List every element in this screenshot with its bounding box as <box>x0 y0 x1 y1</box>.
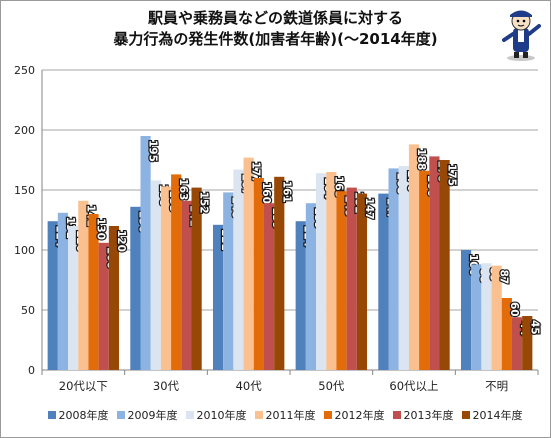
bar <box>305 203 317 370</box>
bar <box>481 263 492 370</box>
y-tick-label: 50 <box>21 304 35 317</box>
bar <box>47 221 58 370</box>
bar <box>108 226 120 370</box>
bar <box>57 212 69 370</box>
bar <box>223 192 234 370</box>
bar <box>160 186 172 370</box>
legend-swatch <box>323 411 332 419</box>
bar <box>68 226 79 370</box>
data-label: 130 <box>95 218 107 240</box>
bar <box>419 170 430 370</box>
bar <box>408 144 420 370</box>
bar <box>471 264 482 370</box>
chart-legend: 2008年度 2009年度 2010年度 2011年度 2012年度 2013年度 2014… <box>30 405 540 425</box>
legend-entry: 2008年度 <box>47 407 109 423</box>
bar <box>181 200 192 370</box>
bar <box>522 316 533 370</box>
y-tick-label: 0 <box>28 364 35 377</box>
x-tick-label: 30代 <box>153 379 180 393</box>
bar <box>150 180 161 370</box>
bar <box>274 176 285 370</box>
bar <box>326 172 337 370</box>
data-label: 60 <box>508 302 520 317</box>
data-label: 195 <box>147 140 159 162</box>
legend-entry: 2010年度 <box>185 407 247 423</box>
data-label: 188 <box>415 148 427 170</box>
legend-swatch <box>461 411 470 419</box>
x-tick-label: 50代 <box>318 379 345 393</box>
data-label: 120 <box>115 230 127 252</box>
chart-title-line1: 駅員や乗務員などの鉄道係員に対する <box>147 9 403 27</box>
legend-label: 2014年度 <box>472 409 523 422</box>
bar <box>191 187 202 370</box>
y-tick-label: 100 <box>14 244 35 257</box>
bar <box>356 193 368 370</box>
data-label: 175 <box>446 164 458 186</box>
legend-entry: 2009年度 <box>116 407 178 423</box>
bar <box>140 136 151 370</box>
bar <box>429 156 440 370</box>
legend-label: 2009年度 <box>127 409 178 422</box>
y-tick-label: 250 <box>14 64 35 77</box>
bar <box>233 169 244 370</box>
legend-swatch <box>116 411 125 419</box>
data-label: 45 <box>528 320 540 335</box>
y-tick-label: 150 <box>14 184 35 197</box>
bar <box>501 298 512 370</box>
bar <box>460 250 472 370</box>
legend-label: 2013年度 <box>403 409 454 422</box>
bar <box>78 200 89 370</box>
bar <box>98 242 109 370</box>
x-tick-label: 20代以下 <box>59 379 108 393</box>
bar <box>212 224 224 370</box>
chart-title-line2: 暴力行為の発生件数(加害者年齢)(〜2014年度) <box>113 30 438 48</box>
legend-swatch <box>392 411 401 419</box>
data-label: 147 <box>363 198 375 220</box>
legend-entry: 2014年度 <box>461 407 523 423</box>
data-label: 87 <box>498 270 510 285</box>
bar <box>378 193 389 370</box>
legend-label: 2011年度 <box>265 409 316 422</box>
bar <box>491 265 502 370</box>
bar <box>346 187 357 370</box>
y-tick-label: 200 <box>14 124 35 137</box>
data-label: 161 <box>280 181 292 203</box>
legend-swatch <box>254 411 263 419</box>
legend-swatch <box>47 411 56 419</box>
bar <box>388 168 399 370</box>
bar <box>439 160 450 370</box>
bar <box>130 206 141 370</box>
legend-swatch <box>185 411 194 419</box>
legend-label: 2008年度 <box>58 409 109 422</box>
bar <box>253 178 264 370</box>
x-tick-label: 40代 <box>236 379 263 393</box>
bar <box>88 214 99 370</box>
x-tick-label: 60代以上 <box>389 379 438 393</box>
bar <box>316 173 327 370</box>
data-label: 152 <box>198 192 210 214</box>
data-label: 160 <box>260 182 272 204</box>
bar <box>398 166 409 370</box>
legend-entry: 2013年度 <box>392 407 454 423</box>
bar <box>263 203 275 370</box>
bar <box>295 221 306 370</box>
chart-title: 駅員や乗務員などの鉄道係員に対する 暴力行為の発生件数(加害者年齢)(〜2014… <box>0 8 551 50</box>
bar <box>171 174 182 370</box>
legend-label: 2010年度 <box>196 409 247 422</box>
plot-area <box>42 70 538 370</box>
legend-entry: 2012年度 <box>323 407 385 423</box>
x-tick-label: 不明 <box>485 379 508 393</box>
bar <box>336 191 347 370</box>
bar <box>511 317 523 370</box>
mascot-icon <box>502 10 541 61</box>
data-label: 163 <box>177 178 189 200</box>
legend-entry: 2011年度 <box>254 407 316 423</box>
bar <box>243 157 254 370</box>
legend-label: 2012年度 <box>334 409 385 422</box>
